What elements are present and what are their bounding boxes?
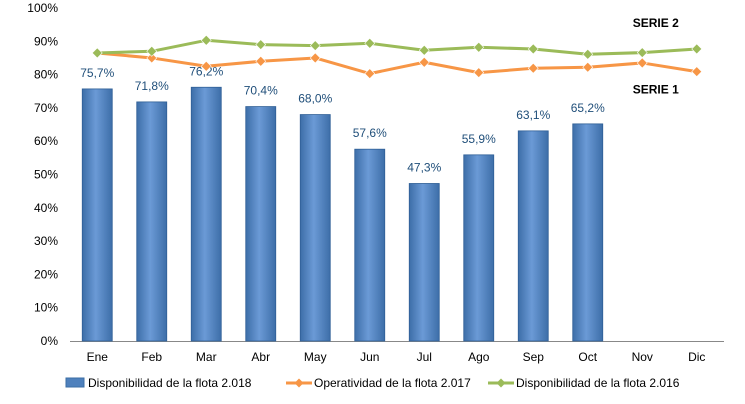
series-point: [636, 47, 648, 59]
series-point: [527, 43, 539, 55]
y-tick-label: 20%: [34, 267, 58, 281]
x-tick-label: Nov: [632, 350, 653, 364]
bar-data-label: 68,0%: [298, 92, 332, 106]
bar-data-label: 57,6%: [353, 126, 387, 140]
bar-data-label: 70,4%: [244, 84, 278, 98]
legend: Disponibilidad de la flota 2.018 Operati…: [0, 372, 745, 394]
bar-data-labels: 75,7%71,8%76,2%70,4%68,0%57,6%47,3%55,9%…: [80, 64, 605, 174]
x-tick-label: Feb: [141, 350, 162, 364]
series-point: [309, 40, 321, 52]
x-tick-label: Ene: [87, 350, 109, 364]
series-line: [97, 38, 697, 56]
bar: [299, 114, 331, 342]
series-point: [691, 43, 703, 55]
series-point: [200, 60, 212, 72]
series-point: [527, 62, 539, 74]
x-tick-label: May: [304, 350, 327, 364]
bar-data-label: 63,1%: [516, 108, 550, 122]
x-tick-label: Abr: [251, 350, 270, 364]
legend-item-series-2: Operatividad de la flota 2.017: [284, 372, 471, 394]
series-point: [473, 41, 485, 53]
y-tick-label: 70%: [34, 101, 58, 115]
y-tick-label: 100%: [27, 1, 58, 15]
series-point: [636, 57, 648, 69]
bar-data-label: 65,2%: [571, 101, 605, 115]
series-point: [364, 68, 376, 80]
bar: [354, 148, 386, 342]
series-annotation: SERIE 1: [633, 83, 679, 97]
y-tick-label: 40%: [34, 201, 58, 215]
y-tick-label: 10%: [34, 301, 58, 315]
bar: [81, 88, 113, 342]
x-tick-label: Jul: [417, 350, 432, 364]
series-line: [97, 51, 697, 76]
bar-data-label: 71,8%: [135, 79, 169, 93]
series-point: [146, 45, 158, 57]
bar-data-label: 47,3%: [407, 160, 441, 174]
legend-line-swatch: [286, 378, 312, 388]
legend-item-series-1: Disponibilidad de la flota 2.018: [62, 372, 251, 394]
legend-label: Disponibilidad de la flota 2.016: [516, 376, 680, 390]
y-tick-label: 0%: [41, 334, 59, 348]
bar: [572, 123, 604, 342]
series-point: [255, 55, 267, 67]
y-tick-label: 60%: [34, 134, 58, 148]
series-point: [255, 39, 267, 51]
legend-label: Operatividad de la flota 2.017: [314, 376, 471, 390]
series-point: [364, 37, 376, 49]
series-point: [91, 47, 103, 59]
series-annotation: SERIE 2: [633, 16, 679, 30]
legend-bar-swatch: [65, 377, 85, 388]
x-tick-label: Dic: [688, 350, 705, 364]
y-tick-label: 80%: [34, 68, 58, 82]
series-point: [582, 48, 594, 60]
bar: [190, 86, 222, 342]
x-tick-label: Ago: [468, 350, 490, 364]
legend-item-series-3: Disponibilidad de la flota 2.016: [486, 372, 679, 394]
annotations: SERIE 2 SERIE 1: [633, 16, 679, 97]
series-point: [309, 52, 321, 64]
line-series: [91, 34, 703, 80]
series-point: [582, 61, 594, 73]
y-axis-ticks: 0% 10% 20% 30% 40% 50% 60% 70% 80% 90% 100%: [27, 1, 58, 348]
y-tick-label: 30%: [34, 234, 58, 248]
series-point: [691, 66, 703, 78]
x-tick-label: Jun: [360, 350, 379, 364]
series-point: [146, 52, 158, 64]
x-tick-label: Oct: [578, 350, 597, 364]
series-point: [418, 44, 430, 56]
bar-data-label: 55,9%: [462, 132, 496, 146]
bar: [245, 106, 277, 342]
bar: [463, 154, 495, 342]
bar: [408, 183, 440, 342]
bar: [517, 130, 549, 342]
legend-label: Disponibilidad de la flota 2.018: [88, 376, 252, 390]
legend-line-swatch: [488, 378, 514, 388]
bar-series: [81, 86, 604, 342]
bar-data-label: 75,7%: [80, 66, 114, 80]
series-point: [200, 34, 212, 46]
x-axis-ticks: Ene Feb Mar Abr May Jun Jul Ago Sep Oct Nov Dic: [87, 350, 706, 364]
x-tick-label: Mar: [196, 350, 217, 364]
bar: [136, 101, 168, 342]
series-point: [418, 56, 430, 68]
series-point: [473, 67, 485, 79]
x-tick-label: Sep: [523, 350, 545, 364]
y-tick-label: 50%: [34, 168, 58, 182]
y-tick-label: 90%: [34, 34, 58, 48]
